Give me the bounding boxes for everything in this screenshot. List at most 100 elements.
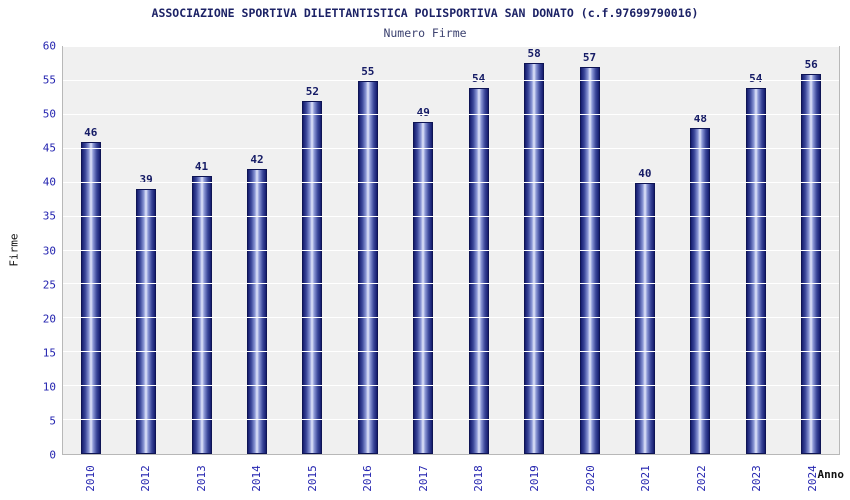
plot-area: 46 39 41 42 52 55 49 54 58 57 40 48 54 56 <box>62 46 840 455</box>
bar-slot: 46 <box>76 47 106 454</box>
bars-container: 46 39 41 42 52 55 49 54 58 57 40 48 54 56 <box>63 47 839 454</box>
gridline <box>63 215 839 217</box>
bar <box>468 87 489 454</box>
bar <box>690 128 711 454</box>
x-tick-label: 2022 <box>694 464 708 492</box>
bar-value-label: 41 <box>194 159 209 173</box>
gridline <box>63 317 839 319</box>
x-label-slot: 2019 <box>519 456 549 500</box>
gridline <box>63 147 839 149</box>
bar-slot: 52 <box>297 47 327 454</box>
x-tick-label: 2020 <box>583 464 597 492</box>
bar-slot: 55 <box>353 47 383 454</box>
x-tick-label: 2013 <box>194 464 208 492</box>
bar-value-label: 40 <box>638 166 652 180</box>
y-tick-label: 5 <box>49 414 56 428</box>
bar <box>745 87 766 454</box>
x-tick-label: 2014 <box>249 464 263 492</box>
x-label-slot: 2020 <box>575 456 605 500</box>
y-tick-label: 60 <box>42 39 56 53</box>
gridline <box>63 419 839 421</box>
x-tick-label: 2018 <box>472 464 486 492</box>
bar-value-label: 54 <box>472 71 486 85</box>
gridline <box>63 79 839 81</box>
bar-slot: 57 <box>575 47 605 454</box>
bar-slot: 40 <box>630 47 660 454</box>
bar-slot: 48 <box>685 47 715 454</box>
bar <box>80 141 101 454</box>
x-label-slot: 2016 <box>353 456 383 500</box>
y-tick-label: 55 <box>42 73 56 87</box>
chart-subtitle: Numero Firme <box>383 26 467 40</box>
bar <box>801 74 822 454</box>
bar-value-label: 57 <box>582 51 597 65</box>
x-tick-label: 2017 <box>416 464 430 492</box>
x-label-slot: 2021 <box>630 456 660 500</box>
chart-title: ASSOCIAZIONE SPORTIVA DILETTANTISTICA PO… <box>151 6 699 20</box>
gridline <box>63 351 839 353</box>
bar <box>524 63 545 454</box>
y-tick-label: 35 <box>42 209 56 223</box>
x-label-slot: 2010 <box>75 456 105 500</box>
y-tick-label: 45 <box>42 141 56 155</box>
x-axis-title: Anno <box>817 468 845 481</box>
y-tick-label: 25 <box>42 278 56 292</box>
bar-slot: 54 <box>741 47 771 454</box>
bar-slot: 49 <box>408 47 438 454</box>
y-tick-label: 30 <box>42 244 56 257</box>
y-tick-label: 20 <box>42 312 56 326</box>
bar-slot: 54 <box>464 47 494 454</box>
x-tick-label: 2012 <box>138 464 152 492</box>
x-label-slot: 2013 <box>186 456 216 500</box>
bar-value-label: 52 <box>305 85 320 99</box>
bar-value-label: 55 <box>361 64 375 78</box>
bar-value-label: 49 <box>416 105 430 119</box>
bar <box>246 169 267 454</box>
bar-slot: 58 <box>519 47 549 454</box>
y-tick-label: 50 <box>42 107 56 121</box>
bar-slot: 39 <box>131 47 161 454</box>
gridline <box>63 46 839 47</box>
x-tick-label: 2019 <box>527 464 541 492</box>
bar-value-label: 58 <box>527 47 541 60</box>
x-label-slot: 2017 <box>408 456 438 500</box>
bar-value-label: 39 <box>139 173 153 187</box>
bar-value-label: 54 <box>749 71 763 85</box>
y-tick-label: 0 <box>49 448 56 462</box>
bar-value-label: 42 <box>250 153 264 167</box>
x-tick-label: 2023 <box>750 464 764 492</box>
bar-value-label: 46 <box>84 125 98 139</box>
y-tick-label: 10 <box>42 380 56 394</box>
bar-slot: 56 <box>796 47 826 454</box>
bar <box>413 121 434 454</box>
x-label-slot: 2015 <box>297 456 327 500</box>
x-axis-tick-labels: 2010 2012 2013 2014 2015 2016 2017 2018 2019 2020… <box>62 456 840 500</box>
x-tick-label: 2010 <box>83 464 97 492</box>
gridline <box>63 385 839 387</box>
bar <box>357 80 378 454</box>
x-label-slot: 2022 <box>686 456 716 500</box>
x-label-slot: 2012 <box>130 456 160 500</box>
bar-value-label: 48 <box>693 112 707 126</box>
bar <box>136 189 157 454</box>
bar <box>579 67 600 454</box>
gridline <box>63 113 839 115</box>
bar-slot: 42 <box>242 47 272 454</box>
x-label-slot: 2023 <box>742 456 772 500</box>
y-axis-tick-labels: 0 5 10 15 20 25 30 35 40 45 50 55 60 <box>0 40 56 462</box>
y-tick-label: 40 <box>42 175 56 189</box>
x-tick-label: 2015 <box>305 464 319 492</box>
bar <box>191 175 212 454</box>
x-label-slot: 2014 <box>241 456 271 500</box>
bar <box>302 101 323 454</box>
gridline <box>63 181 839 183</box>
y-tick-label: 15 <box>42 346 56 360</box>
x-label-slot: 2018 <box>464 456 494 500</box>
x-tick-label: 2021 <box>638 464 652 492</box>
gridline <box>63 249 839 251</box>
x-tick-label: 2016 <box>361 464 375 492</box>
bar-slot: 41 <box>187 47 217 454</box>
bar-value-label: 56 <box>804 58 818 72</box>
gridline <box>63 283 839 285</box>
